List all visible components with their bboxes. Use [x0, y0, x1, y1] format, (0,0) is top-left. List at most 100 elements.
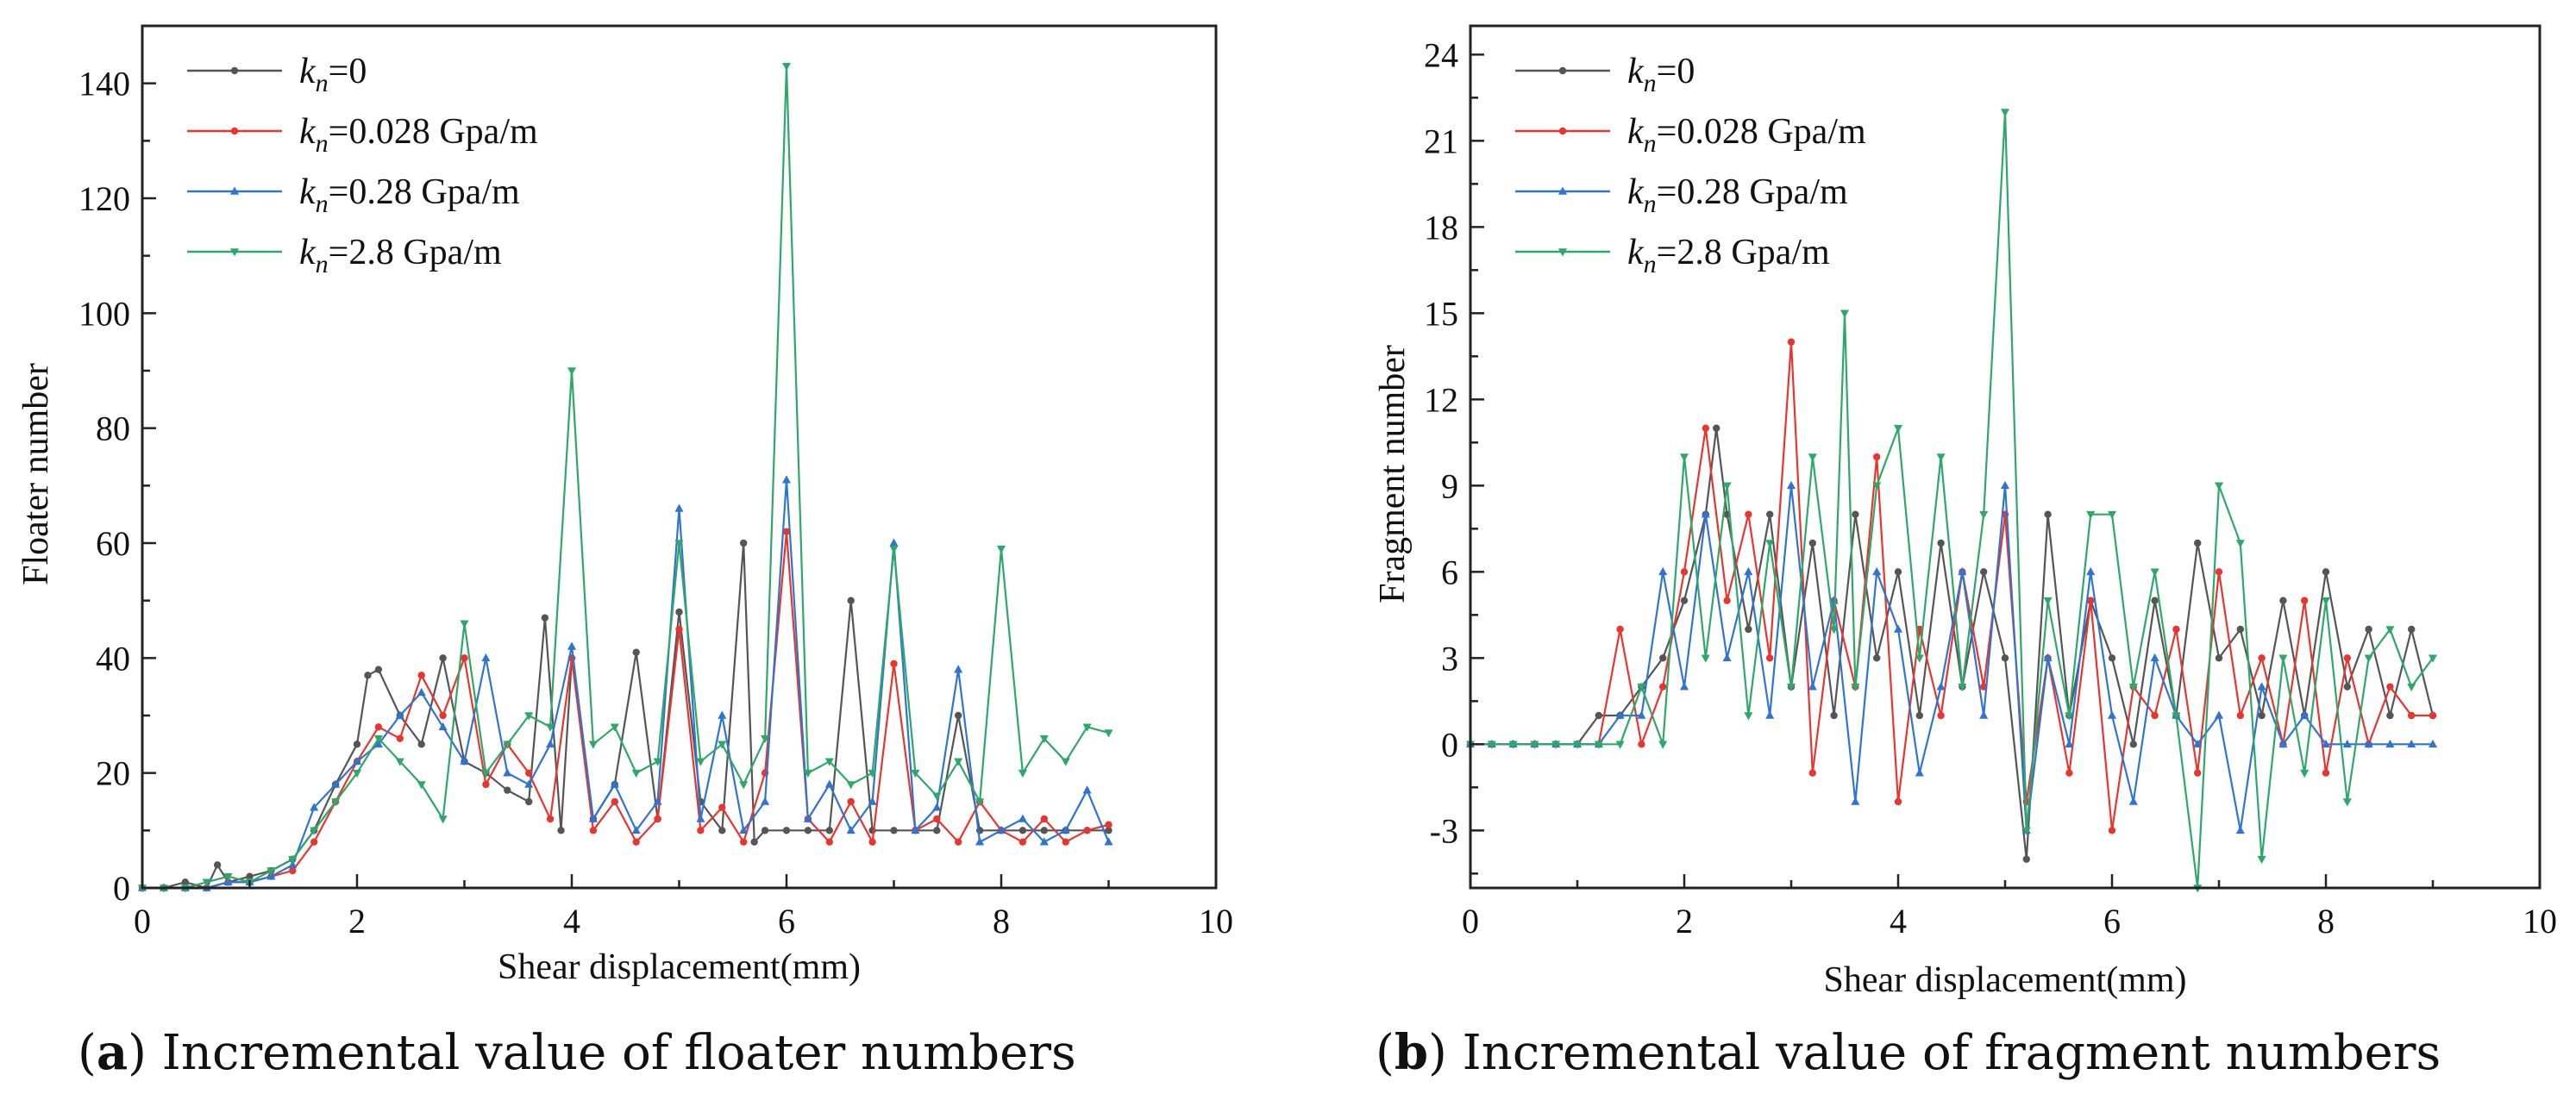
data-point: [1786, 683, 1796, 692]
legend-label: kn=0.28 Gpa/m: [1627, 172, 1848, 218]
y-tick-label: 9: [1441, 466, 1458, 505]
data-point: [2385, 739, 2395, 748]
data-point: [2043, 597, 2053, 606]
data-point: [567, 367, 577, 376]
data-point: [373, 739, 383, 748]
data-point: [374, 723, 383, 731]
data-point: [1680, 597, 1689, 604]
data-point: [503, 741, 512, 749]
series-layer: [137, 62, 1113, 893]
data-point: [353, 741, 361, 748]
plot-frame: [141, 24, 1218, 890]
data-point: [868, 797, 877, 805]
data-point: [611, 797, 618, 806]
data-point: [2107, 510, 2117, 520]
data-point: [1701, 509, 1710, 518]
x-tick-label: 4: [1890, 902, 1907, 941]
data-point: [1936, 682, 1946, 691]
data-point: [364, 672, 372, 679]
data-point: [1852, 510, 1859, 518]
data-point: [374, 666, 383, 673]
data-point: [1658, 566, 1668, 576]
data-point: [2215, 568, 2223, 576]
legend-entry-3: kn=0.28 Gpa/m: [1515, 172, 1848, 218]
data-point: [2257, 855, 2266, 865]
legend-marker: [1558, 186, 1568, 195]
data-point: [1915, 768, 1924, 777]
data-point: [846, 825, 856, 834]
data-point: [1829, 596, 1839, 604]
data-point: [955, 838, 962, 846]
data-point: [1786, 480, 1796, 490]
data-point: [1637, 683, 1646, 692]
data-point: [1980, 568, 1988, 576]
y-tick-label: 15: [1424, 294, 1458, 333]
data-point: [2107, 710, 2117, 719]
data-point: [911, 825, 920, 834]
data-point: [975, 837, 985, 846]
data-point: [2065, 712, 2074, 721]
y-axis-title: Fragment number: [1373, 345, 1413, 603]
data-point: [1638, 741, 1645, 748]
data-point: [352, 769, 362, 778]
data-point: [588, 814, 598, 822]
y-tick-label: 120: [78, 179, 130, 218]
x-tick-label: 8: [2317, 902, 2335, 941]
data-point: [1062, 838, 1069, 846]
data-point: [889, 545, 899, 554]
data-point: [1679, 682, 1689, 691]
data-point: [1840, 309, 1850, 318]
legend-label: kn=2.8 Gpa/m: [1627, 233, 1830, 278]
data-point: [632, 648, 640, 656]
data-point: [557, 827, 565, 834]
data-point: [439, 654, 447, 662]
data-point: [2429, 711, 2437, 720]
data-point: [1083, 827, 1091, 834]
data-point: [825, 827, 833, 834]
data-point: [2386, 711, 2394, 720]
data-point: [223, 877, 233, 886]
data-point: [525, 797, 533, 806]
data-point: [2086, 510, 2096, 520]
data-point: [697, 827, 705, 834]
data-point: [1936, 453, 1946, 462]
data-point: [890, 659, 898, 668]
y-tick-label: 18: [1424, 208, 1458, 247]
legend-marker: [1558, 127, 1567, 135]
y-tick-label: 60: [96, 524, 130, 563]
data-point: [266, 867, 276, 876]
y-tick-label: 3: [1441, 639, 1458, 678]
data-point: [824, 758, 834, 766]
caption-text: ) Incremental value of floater numbers: [128, 1025, 1076, 1081]
data-point: [1530, 741, 1539, 749]
data-point: [1040, 827, 1049, 834]
data-point: [2022, 855, 2030, 863]
data-point: [2408, 711, 2416, 720]
data-point: [481, 769, 491, 778]
data-point: [288, 859, 298, 869]
x-tick-label: 6: [778, 902, 795, 941]
data-point: [1615, 741, 1625, 749]
data-point: [653, 758, 662, 766]
caption-open: (: [78, 1025, 97, 1081]
data-point: [2194, 539, 2202, 547]
data-point: [761, 797, 770, 805]
data-point: [2278, 654, 2288, 663]
data-point: [750, 838, 758, 846]
series-line: [142, 65, 1109, 890]
data-point: [674, 503, 684, 512]
data-point: [1894, 568, 1902, 576]
series-2: [1466, 338, 2437, 834]
data-point: [2279, 597, 2287, 604]
data-point: [2172, 625, 2180, 634]
data-point: [2258, 711, 2266, 720]
data-point: [1061, 825, 1070, 834]
data-point: [1873, 654, 1881, 662]
data-point: [541, 614, 549, 622]
data-point: [846, 781, 856, 790]
caption-letter: b: [1395, 1024, 1428, 1081]
data-point: [2214, 710, 2224, 719]
data-point: [2000, 109, 2010, 117]
